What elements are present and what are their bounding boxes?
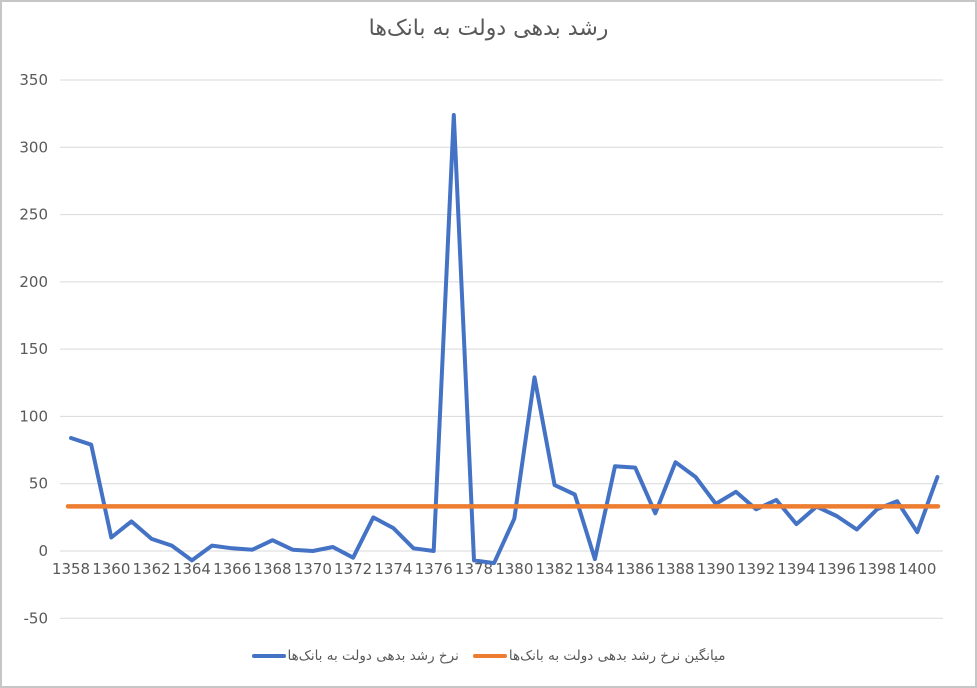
legend-swatch-growth-rate-line [251,654,286,658]
y-tick-label-50: 50 [29,475,48,493]
legend-swatch-average-line [472,654,507,658]
x-tick-label-1392: 1392 [737,560,775,578]
y-tick-label-150: 150 [19,340,48,358]
x-tick-label-1368: 1368 [253,560,291,578]
x-tick-label-1390: 1390 [697,560,735,578]
y-tick-label-300: 300 [19,138,48,156]
x-tick-label-1378: 1378 [455,560,493,578]
x-tick-label-1376: 1376 [415,560,453,578]
legend: نرخ رشد بدهی دولت به بانک‌ها میانگین نرخ… [2,648,975,664]
legend-label-growth-rate: نرخ رشد بدهی دولت به بانک‌ها [287,648,459,664]
x-tick-label-1388: 1388 [656,560,694,578]
x-tick-label-1400: 1400 [898,560,936,578]
x-tick-label-1358: 1358 [52,560,90,578]
y-tick-label-350: 350 [19,71,48,89]
x-tick-label-1386: 1386 [616,560,654,578]
legend-item-average: میانگین نرخ رشد بدهی دولت به بانک‌ها [472,648,726,664]
y-tick-label-0: 0 [38,542,48,560]
x-tick-label-1374: 1374 [374,560,412,578]
legend-label-average: میانگین نرخ رشد بدهی دولت به بانک‌ها [508,648,726,664]
x-tick-label-1382: 1382 [536,560,574,578]
x-tick-label-1360: 1360 [92,560,130,578]
x-tick-label-1370: 1370 [294,560,332,578]
x-tick-label-1366: 1366 [213,560,251,578]
y-tick-label-200: 200 [19,273,48,291]
x-tick-label-1384: 1384 [576,560,614,578]
y-tick-label--50: -50 [24,609,49,627]
chart-title: رشد بدهی دولت به بانک‌ها [368,16,609,41]
y-tick-label-250: 250 [19,206,48,224]
x-tick-label-1394: 1394 [777,560,815,578]
legend-item-growth-rate: نرخ رشد بدهی دولت به بانک‌ها [251,648,459,664]
x-tick-label-1372: 1372 [334,560,372,578]
x-tick-label-1362: 1362 [133,560,171,578]
series-growth-rate-line [69,113,940,566]
x-tick-label-1380: 1380 [495,560,533,578]
x-tick-label-1398: 1398 [858,560,896,578]
x-tick-label-1364: 1364 [173,560,211,578]
x-tick-label-1396: 1396 [818,560,856,578]
plot-area: -50 0 50 100 150 200 250 300 350 1358 1360 1362 1364… [19,71,943,627]
y-tick-label-100: 100 [19,407,48,425]
